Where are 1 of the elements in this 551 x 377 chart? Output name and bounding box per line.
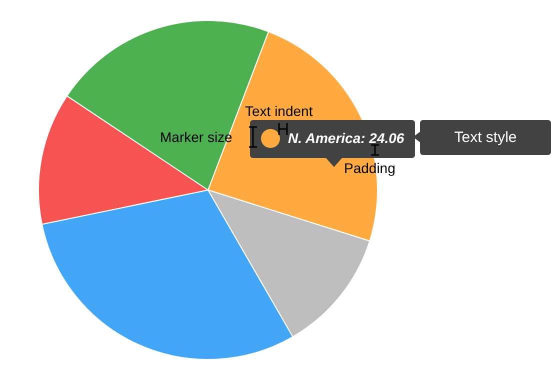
text: Text indent	[245, 103, 313, 119]
